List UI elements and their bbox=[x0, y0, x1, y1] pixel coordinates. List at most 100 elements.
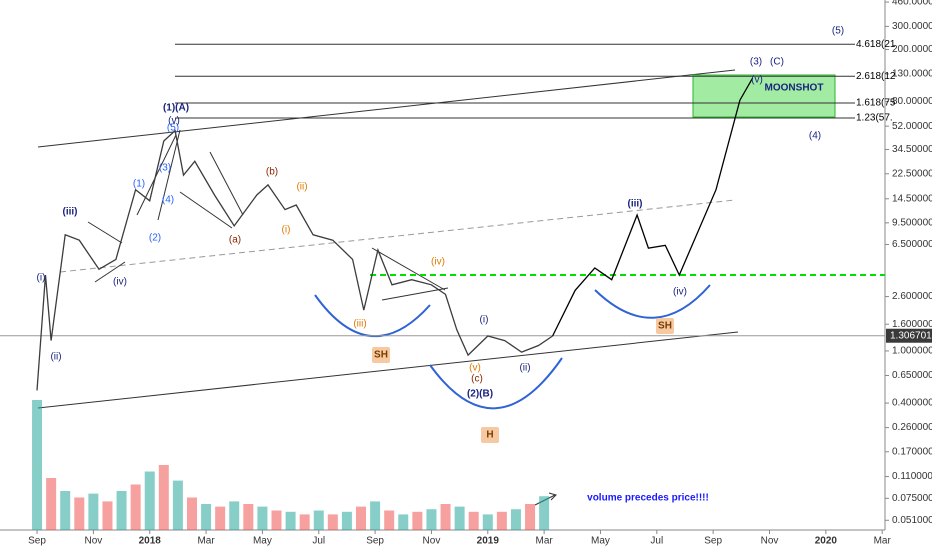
wave-label: (5) bbox=[832, 26, 844, 37]
volume-bar bbox=[510, 509, 521, 530]
volume-bar bbox=[285, 511, 296, 530]
y-tick-label: 0.260000 bbox=[892, 422, 932, 433]
volume-bar bbox=[454, 506, 465, 530]
x-tick-label: Nov bbox=[423, 536, 441, 547]
wave-label: (iv) bbox=[113, 277, 127, 288]
price-line bbox=[36, 129, 553, 391]
volume-bar bbox=[384, 510, 395, 530]
volume-bar bbox=[482, 514, 493, 530]
wave-label: (iii) bbox=[63, 207, 78, 218]
wave-label: volume precedes price!!!! bbox=[587, 493, 709, 504]
wave-label: (iii) bbox=[353, 319, 366, 330]
wave-label: (4) bbox=[809, 131, 821, 142]
wedge-line bbox=[157, 129, 181, 221]
wave-label: SH bbox=[658, 321, 672, 332]
wave-label: (ii) bbox=[50, 352, 61, 363]
y-tick-label: 34.500000 bbox=[892, 144, 932, 155]
wave-label: (3) bbox=[750, 57, 762, 68]
volume-bar bbox=[243, 504, 254, 530]
fib-label: 1.618(75 bbox=[856, 98, 896, 109]
volume-bar bbox=[426, 509, 437, 530]
arc bbox=[429, 357, 563, 410]
y-tick-label: 460.000000 bbox=[892, 0, 932, 8]
wedge-line bbox=[179, 191, 233, 229]
y-tick-label: 1.600000 bbox=[892, 319, 932, 330]
wave-label: (2) bbox=[149, 233, 161, 244]
last-price-box bbox=[886, 328, 932, 343]
mid-trendline bbox=[59, 199, 736, 273]
y-tick-label: 0.075000 bbox=[892, 493, 932, 504]
wave-label: MOONSHOT bbox=[765, 83, 824, 94]
volume-bar bbox=[356, 506, 367, 530]
wave-label: (5) bbox=[167, 123, 179, 134]
volume-bar bbox=[201, 504, 212, 530]
wave-label: (iii) bbox=[628, 199, 643, 210]
wave-label: (iv) bbox=[673, 287, 687, 298]
x-tick-label: Sep bbox=[366, 536, 384, 547]
volume-bar bbox=[468, 511, 479, 530]
wave-label: (4) bbox=[162, 195, 174, 206]
y-tick-label: 0.400000 bbox=[892, 398, 932, 409]
volume-bar bbox=[412, 511, 423, 530]
y-tick-label: 52.000000 bbox=[892, 121, 932, 132]
wedge-line bbox=[94, 261, 126, 283]
y-tick-label: 1.000000 bbox=[892, 346, 932, 357]
fib-label: 2.618(12 bbox=[856, 71, 896, 82]
wave-label: H bbox=[486, 430, 493, 441]
volume-bar bbox=[229, 501, 240, 530]
wave-label: (C) bbox=[770, 57, 784, 68]
volume-bar bbox=[46, 478, 57, 530]
volume-bar bbox=[102, 501, 113, 530]
y-tick-label: 130.000000 bbox=[892, 69, 932, 80]
volume-bar bbox=[130, 484, 141, 530]
volume-bar bbox=[116, 491, 127, 530]
volume-bar bbox=[341, 511, 352, 530]
volume-bar bbox=[539, 496, 550, 530]
x-tick-label: 2019 bbox=[477, 536, 500, 547]
wave-label: (ii) bbox=[296, 182, 307, 193]
fib-label: 4.618(21 bbox=[856, 39, 896, 50]
wave-label: (3) bbox=[159, 163, 171, 174]
fib-label: 1.23(57. bbox=[856, 113, 893, 124]
x-tick-label: Nov bbox=[761, 536, 779, 547]
x-tick-label: Mar bbox=[874, 536, 892, 547]
volume-bar bbox=[313, 510, 324, 530]
y-tick-label: 200.000000 bbox=[892, 44, 932, 55]
wave-label: (2)(B) bbox=[467, 389, 493, 400]
x-tick-label: 2020 bbox=[815, 536, 838, 547]
volume-bar bbox=[440, 504, 451, 530]
wave-label: (i) bbox=[282, 225, 291, 236]
triangle-line bbox=[371, 247, 446, 291]
wave-label: (iv) bbox=[431, 257, 445, 268]
wave-label: (v) bbox=[751, 75, 763, 86]
lower-trendline bbox=[37, 331, 739, 409]
arrow-head bbox=[548, 492, 557, 501]
x-tick-label: Jul bbox=[312, 536, 325, 547]
wave-label: (c) bbox=[471, 374, 483, 385]
x-tick-label: Sep bbox=[28, 536, 46, 547]
volume-bar bbox=[496, 511, 507, 530]
y-tick-label: 22.500000 bbox=[892, 168, 932, 179]
target-box bbox=[692, 74, 836, 118]
last-price-label: 1.306701 bbox=[890, 330, 932, 341]
volume-bar bbox=[271, 510, 282, 530]
wave-label: (ii) bbox=[519, 363, 530, 374]
volume-bar bbox=[525, 504, 536, 530]
wave-label: (i) bbox=[37, 273, 46, 284]
x-tick-label: May bbox=[253, 536, 272, 547]
wedge-line bbox=[87, 221, 123, 244]
x-tick-label: Mar bbox=[536, 536, 554, 547]
volume-bar bbox=[32, 400, 43, 530]
y-tick-label: 2.600000 bbox=[892, 291, 932, 302]
wave-label: (1)(A) bbox=[163, 103, 189, 114]
wave-label: (i) bbox=[480, 315, 489, 326]
wave-label: (b) bbox=[266, 167, 278, 178]
volume-bar bbox=[60, 491, 71, 530]
volume-bar bbox=[370, 501, 381, 530]
x-tick-label: 2018 bbox=[139, 536, 162, 547]
volume-bar bbox=[144, 471, 155, 530]
triangle-line bbox=[381, 287, 449, 301]
y-tick-label: 6.500000 bbox=[892, 239, 932, 250]
annotation-box bbox=[656, 318, 674, 334]
